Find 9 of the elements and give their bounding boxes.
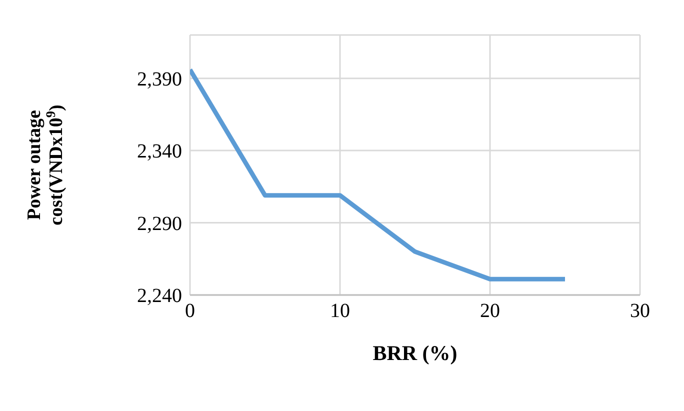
x-axis-title: BRR (%) — [372, 340, 458, 365]
x-tick-label: 10 — [330, 300, 350, 322]
x-tick-label: 0 — [185, 300, 195, 322]
x-tick-label: 20 — [480, 300, 500, 322]
y-tick-label: 2,340 — [137, 140, 182, 163]
y-tick-label: 2,240 — [137, 285, 182, 308]
y-tick-label: 2,390 — [137, 68, 182, 90]
x-tick-label: 30 — [630, 300, 650, 322]
y-tick-label: 2,290 — [137, 212, 182, 235]
